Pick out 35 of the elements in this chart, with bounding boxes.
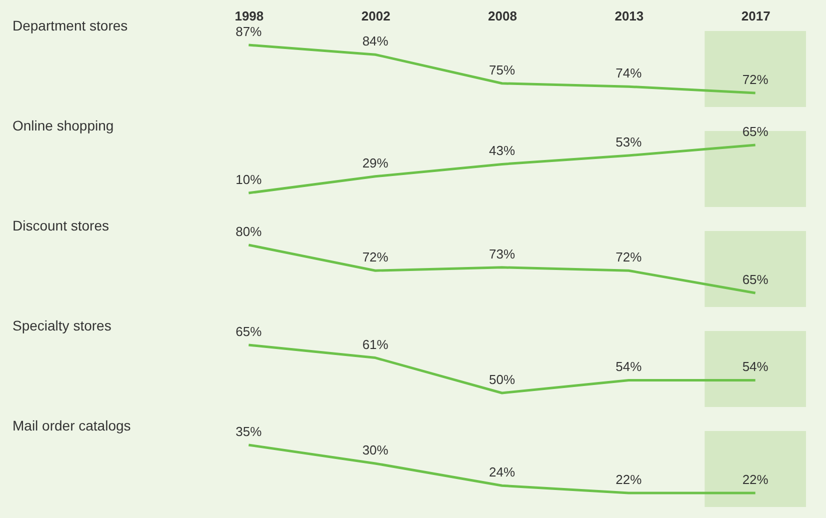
data-label: 87%: [236, 24, 262, 39]
data-label: 65%: [742, 124, 769, 139]
y-axis-title: Department stores: [12, 18, 128, 34]
x-tick-label: 2002: [361, 8, 390, 24]
data-label: 22%: [616, 472, 642, 487]
data-label: 65%: [236, 324, 262, 339]
data-label: 80%: [236, 224, 262, 239]
y-axis-title: Mail order catalogs: [12, 418, 131, 434]
data-label: 53%: [616, 134, 642, 150]
data-label: 72%: [362, 250, 389, 265]
data-label: 74%: [616, 66, 642, 81]
x-tick-label: 2008: [488, 8, 517, 24]
data-label: 24%: [488, 464, 516, 480]
data-label: 65%: [742, 272, 769, 287]
y-axis-title: Specialty stores: [12, 318, 112, 334]
y-axis-title: Online shopping: [12, 118, 114, 134]
x-tick-label: 2017: [741, 8, 770, 24]
data-label: 29%: [362, 155, 389, 170]
data-label: 72%: [742, 72, 769, 87]
data-label: 30%: [362, 442, 389, 458]
data-label: 54%: [742, 359, 769, 374]
data-label: 22%: [742, 472, 769, 487]
data-label: 54%: [616, 359, 642, 374]
data-label: 35%: [236, 424, 262, 439]
data-label: 10%: [236, 172, 262, 187]
y-axis-title: Discount stores: [12, 218, 109, 234]
data-label: 50%: [488, 372, 516, 387]
x-tick-label: 1998: [234, 8, 264, 24]
data-label: 84%: [362, 34, 389, 49]
x-tick-label: 2013: [614, 8, 644, 24]
data-label: 75%: [488, 62, 516, 78]
data-label: 61%: [362, 336, 389, 352]
data-label: 72%: [616, 250, 642, 265]
data-label: 43%: [488, 143, 516, 158]
data-label: 73%: [488, 246, 516, 262]
